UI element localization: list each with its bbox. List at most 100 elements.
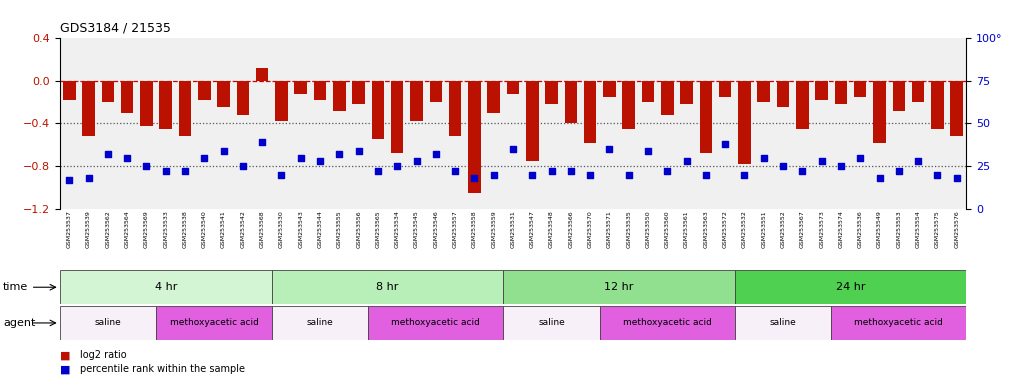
- Text: methoxyacetic acid: methoxyacetic acid: [623, 318, 711, 328]
- Point: [61, 177, 77, 183]
- Text: 4 hr: 4 hr: [154, 282, 177, 292]
- Text: 24 hr: 24 hr: [836, 282, 866, 292]
- Bar: [545, 81, 558, 104]
- Text: methoxyacetic acid: methoxyacetic acid: [170, 318, 258, 328]
- Bar: [912, 81, 924, 102]
- Point: [389, 163, 405, 169]
- Point: [428, 151, 444, 157]
- Point: [910, 158, 926, 164]
- Text: saline: saline: [539, 318, 565, 328]
- Point: [100, 151, 116, 157]
- Text: GDS3184 / 21535: GDS3184 / 21535: [60, 21, 171, 34]
- Point: [196, 155, 213, 161]
- Bar: [758, 81, 770, 102]
- Bar: [735, 306, 832, 340]
- Bar: [198, 81, 211, 100]
- Text: agent: agent: [3, 318, 35, 328]
- Point: [949, 175, 965, 181]
- Bar: [777, 81, 790, 108]
- Text: saline: saline: [770, 318, 797, 328]
- Bar: [603, 81, 616, 97]
- Bar: [504, 270, 735, 304]
- Point: [119, 155, 136, 161]
- Bar: [430, 81, 442, 102]
- Point: [833, 163, 849, 169]
- Text: 12 hr: 12 hr: [604, 282, 634, 292]
- Bar: [931, 81, 944, 129]
- Bar: [507, 81, 519, 94]
- Bar: [179, 81, 191, 136]
- Point: [138, 163, 154, 169]
- Bar: [60, 306, 156, 340]
- Bar: [951, 81, 963, 136]
- Bar: [622, 81, 635, 129]
- Point: [698, 172, 714, 178]
- Point: [852, 155, 869, 161]
- Point: [234, 163, 251, 169]
- Bar: [294, 81, 307, 94]
- Bar: [735, 270, 966, 304]
- Bar: [156, 306, 271, 340]
- Bar: [276, 81, 288, 121]
- Point: [872, 175, 888, 181]
- Point: [408, 158, 425, 164]
- Text: saline: saline: [95, 318, 121, 328]
- Text: methoxyacetic acid: methoxyacetic acid: [392, 318, 480, 328]
- Point: [601, 146, 618, 152]
- Point: [582, 172, 598, 178]
- Point: [351, 148, 367, 154]
- Bar: [487, 81, 500, 113]
- Bar: [140, 81, 153, 126]
- Bar: [738, 81, 750, 164]
- Bar: [584, 81, 596, 143]
- Bar: [271, 306, 368, 340]
- Point: [216, 148, 232, 154]
- Point: [80, 175, 97, 181]
- Point: [639, 148, 656, 154]
- Bar: [526, 81, 539, 161]
- Point: [929, 172, 946, 178]
- Bar: [468, 81, 481, 193]
- Point: [736, 172, 752, 178]
- Text: saline: saline: [306, 318, 333, 328]
- Bar: [815, 81, 828, 100]
- Point: [562, 168, 579, 174]
- Point: [254, 139, 270, 145]
- Bar: [217, 81, 230, 108]
- Bar: [854, 81, 867, 97]
- Bar: [256, 68, 268, 81]
- Bar: [271, 270, 504, 304]
- Text: time: time: [3, 282, 29, 292]
- Bar: [159, 81, 172, 129]
- Point: [678, 158, 695, 164]
- Bar: [368, 306, 504, 340]
- Bar: [391, 81, 404, 153]
- Point: [524, 172, 541, 178]
- Point: [756, 155, 772, 161]
- Bar: [102, 81, 114, 102]
- Bar: [661, 81, 673, 115]
- Bar: [835, 81, 847, 104]
- Point: [775, 163, 792, 169]
- Bar: [641, 81, 654, 102]
- Point: [447, 168, 464, 174]
- Point: [544, 168, 560, 174]
- Bar: [832, 306, 966, 340]
- Bar: [564, 81, 577, 124]
- Text: ■: ■: [60, 364, 70, 374]
- Bar: [681, 81, 693, 104]
- Text: 8 hr: 8 hr: [376, 282, 399, 292]
- Point: [157, 168, 174, 174]
- Bar: [700, 81, 712, 153]
- Point: [331, 151, 347, 157]
- Bar: [353, 81, 365, 104]
- Point: [293, 155, 309, 161]
- Point: [621, 172, 637, 178]
- Text: log2 ratio: log2 ratio: [80, 350, 126, 360]
- Point: [485, 172, 502, 178]
- Text: ■: ■: [60, 350, 70, 360]
- Point: [273, 172, 290, 178]
- Point: [505, 146, 521, 152]
- Point: [466, 175, 482, 181]
- Bar: [892, 81, 905, 111]
